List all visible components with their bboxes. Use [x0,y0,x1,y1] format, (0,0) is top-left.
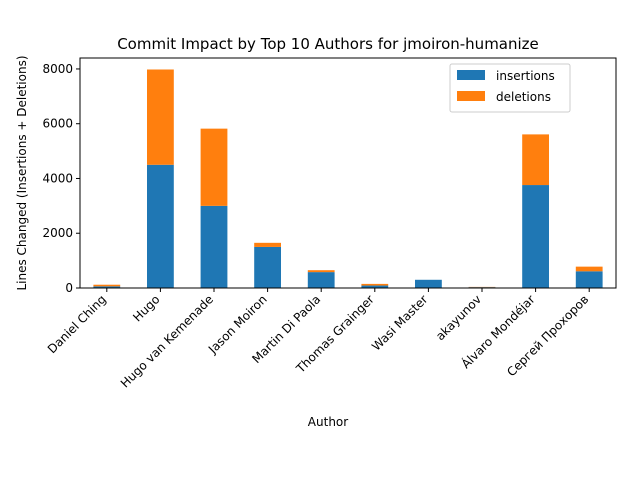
x-tick-label-6: Wasi Master [369,292,430,353]
bar-deletions-1 [147,69,174,165]
bar-insertions-4 [307,272,335,288]
bar-insertions-5 [361,285,389,288]
y-axis: 0 2000 4000 6000 8000 [42,62,80,295]
x-axis-label: Author [308,415,348,429]
plot-frame [79,57,617,289]
bars-layer [93,69,603,288]
bar-deletions-4 [307,270,335,273]
y-tick-label-1: 2000 [42,226,73,240]
x-tick-label-7: akayunov [433,292,484,343]
bar-insertions-8 [522,185,549,288]
legend-label-insertions: insertions [496,69,555,83]
bar-insertions-6 [415,279,442,288]
legend-swatch-deletions [457,91,485,101]
bar-insertions-1 [147,164,174,288]
y-axis-label: Lines Changed (Insertions + Deletions) [15,55,29,290]
bar-insertions-9 [575,271,603,288]
y-tick-label-3: 6000 [42,117,73,131]
y-tick-label-0: 0 [65,281,73,295]
x-tick-label-1: Hugo [130,292,162,324]
bar-insertions-3 [254,246,281,288]
x-tick-label-2: Hugo van Kemenade [118,292,216,390]
legend-label-deletions: deletions [496,90,551,104]
bar-deletions-2 [200,128,228,206]
bar-deletions-8 [522,134,549,186]
legend: insertions deletions [449,63,571,113]
bar-deletions-9 [575,266,603,272]
legend-swatch-insertions [457,70,485,80]
y-tick-label-2: 4000 [42,171,73,185]
chart-title: Commit Impact by Top 10 Authors for jmoi… [117,35,539,53]
x-tick-label-0: Daniel Ching [45,292,109,356]
bar-deletions-5 [361,283,389,286]
bar-deletions-0 [93,284,121,287]
bar-insertions-0 [93,286,121,288]
bar-deletions-3 [254,242,281,247]
bar-insertions-2 [200,205,228,288]
y-tick-label-4: 8000 [42,62,73,76]
